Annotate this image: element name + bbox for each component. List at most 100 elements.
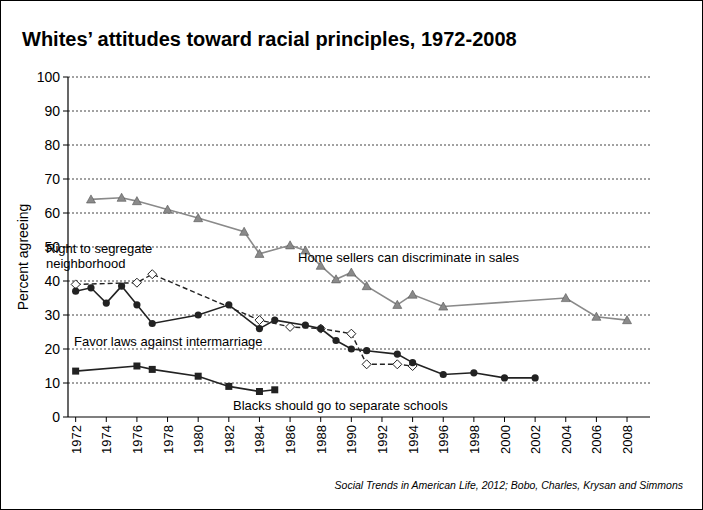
point: [363, 347, 370, 354]
point: [225, 383, 232, 390]
point: [103, 300, 110, 307]
y-tick: [63, 179, 68, 180]
point: [393, 360, 402, 369]
y-tick-label: 100: [37, 69, 61, 85]
y-tick: [63, 349, 68, 350]
x-tick-label: 1994: [406, 425, 421, 454]
grid-line: [68, 77, 650, 78]
y-tick-label: 80: [44, 137, 60, 153]
point: [255, 249, 264, 257]
x-tick: [228, 417, 229, 422]
x-tick: [504, 417, 505, 422]
series-label: Right to segregateneighborhood: [46, 241, 152, 271]
series-line: [76, 274, 413, 366]
point: [409, 359, 416, 366]
point: [71, 280, 80, 289]
x-tick-label: 1998: [467, 425, 482, 454]
x-tick: [259, 417, 260, 422]
x-tick-label: 2004: [559, 425, 574, 454]
label-line: neighborhood: [46, 256, 126, 271]
y-tick: [63, 417, 68, 418]
point: [149, 366, 156, 373]
point: [561, 294, 570, 302]
outer-frame: [1, 1, 703, 510]
point: [133, 301, 140, 308]
plot-area: [71, 193, 631, 395]
point: [149, 320, 156, 327]
x-tick-label: 1978: [161, 425, 176, 454]
point: [133, 363, 140, 370]
point: [163, 205, 172, 213]
y-tick-label: 60: [44, 205, 60, 221]
y-tick-label: 10: [44, 375, 60, 391]
x-tick: [443, 417, 444, 422]
point: [332, 337, 339, 344]
x-tick-label: 1990: [344, 425, 359, 454]
x-tick-label: 2008: [620, 425, 635, 454]
point: [623, 316, 632, 324]
y-tick: [63, 111, 68, 112]
point: [195, 311, 202, 318]
point: [256, 388, 263, 395]
y-tick: [63, 315, 68, 316]
x-tick-label: 2000: [498, 425, 513, 454]
grid-line: [68, 281, 650, 282]
grid-line: [68, 179, 650, 180]
y-tick: [63, 145, 68, 146]
x-tick-label: 1986: [283, 425, 298, 454]
x-axis: [68, 416, 650, 417]
point: [72, 368, 79, 375]
y-tick-label: 30: [44, 307, 60, 323]
x-tick-label: 1974: [99, 425, 114, 454]
x-tick-label: 1982: [222, 425, 237, 454]
series-line: [91, 198, 627, 320]
point: [394, 351, 401, 358]
point: [286, 241, 295, 249]
y-tick-label: 40: [44, 273, 60, 289]
y-tick: [63, 213, 68, 214]
y-tick-label: 0: [52, 409, 60, 425]
point: [362, 282, 371, 290]
chart: Whites’ attitudes toward racial principl…: [0, 0, 703, 510]
point: [592, 312, 601, 320]
x-tick: [627, 417, 628, 422]
grid-line: [68, 145, 650, 146]
x-tick: [106, 417, 107, 422]
y-tick-label: 90: [44, 103, 60, 119]
x-tick: [167, 417, 168, 422]
point: [87, 284, 94, 291]
x-tick: [535, 417, 536, 422]
point: [72, 288, 79, 295]
x-tick-label: 1984: [252, 425, 267, 454]
x-tick: [290, 417, 291, 422]
point: [347, 329, 356, 338]
series-line: [76, 366, 275, 392]
x-tick-label: 1996: [436, 425, 451, 454]
point: [240, 227, 249, 235]
point: [439, 302, 448, 310]
y-tick-label: 70: [44, 171, 60, 187]
point: [256, 325, 263, 332]
x-tick: [473, 417, 474, 422]
point: [255, 316, 264, 325]
point: [393, 300, 402, 308]
grid-line: [68, 383, 650, 384]
point: [532, 374, 539, 381]
y-tick: [63, 383, 68, 384]
source-note: Social Trends in American Life, 2012; Bo…: [335, 479, 684, 491]
x-tick: [565, 417, 566, 422]
x-tick: [381, 417, 382, 422]
label-line: Right to segregate: [46, 241, 152, 256]
point: [118, 283, 125, 290]
point: [317, 325, 324, 332]
x-tick: [596, 417, 597, 422]
point: [132, 197, 141, 205]
point: [271, 317, 278, 324]
x-tick: [198, 417, 199, 422]
point: [302, 322, 309, 329]
point: [195, 373, 202, 380]
y-axis-label: Percent agreeing: [15, 204, 31, 311]
point: [117, 193, 126, 201]
grid-line: [68, 213, 650, 214]
point: [501, 374, 508, 381]
